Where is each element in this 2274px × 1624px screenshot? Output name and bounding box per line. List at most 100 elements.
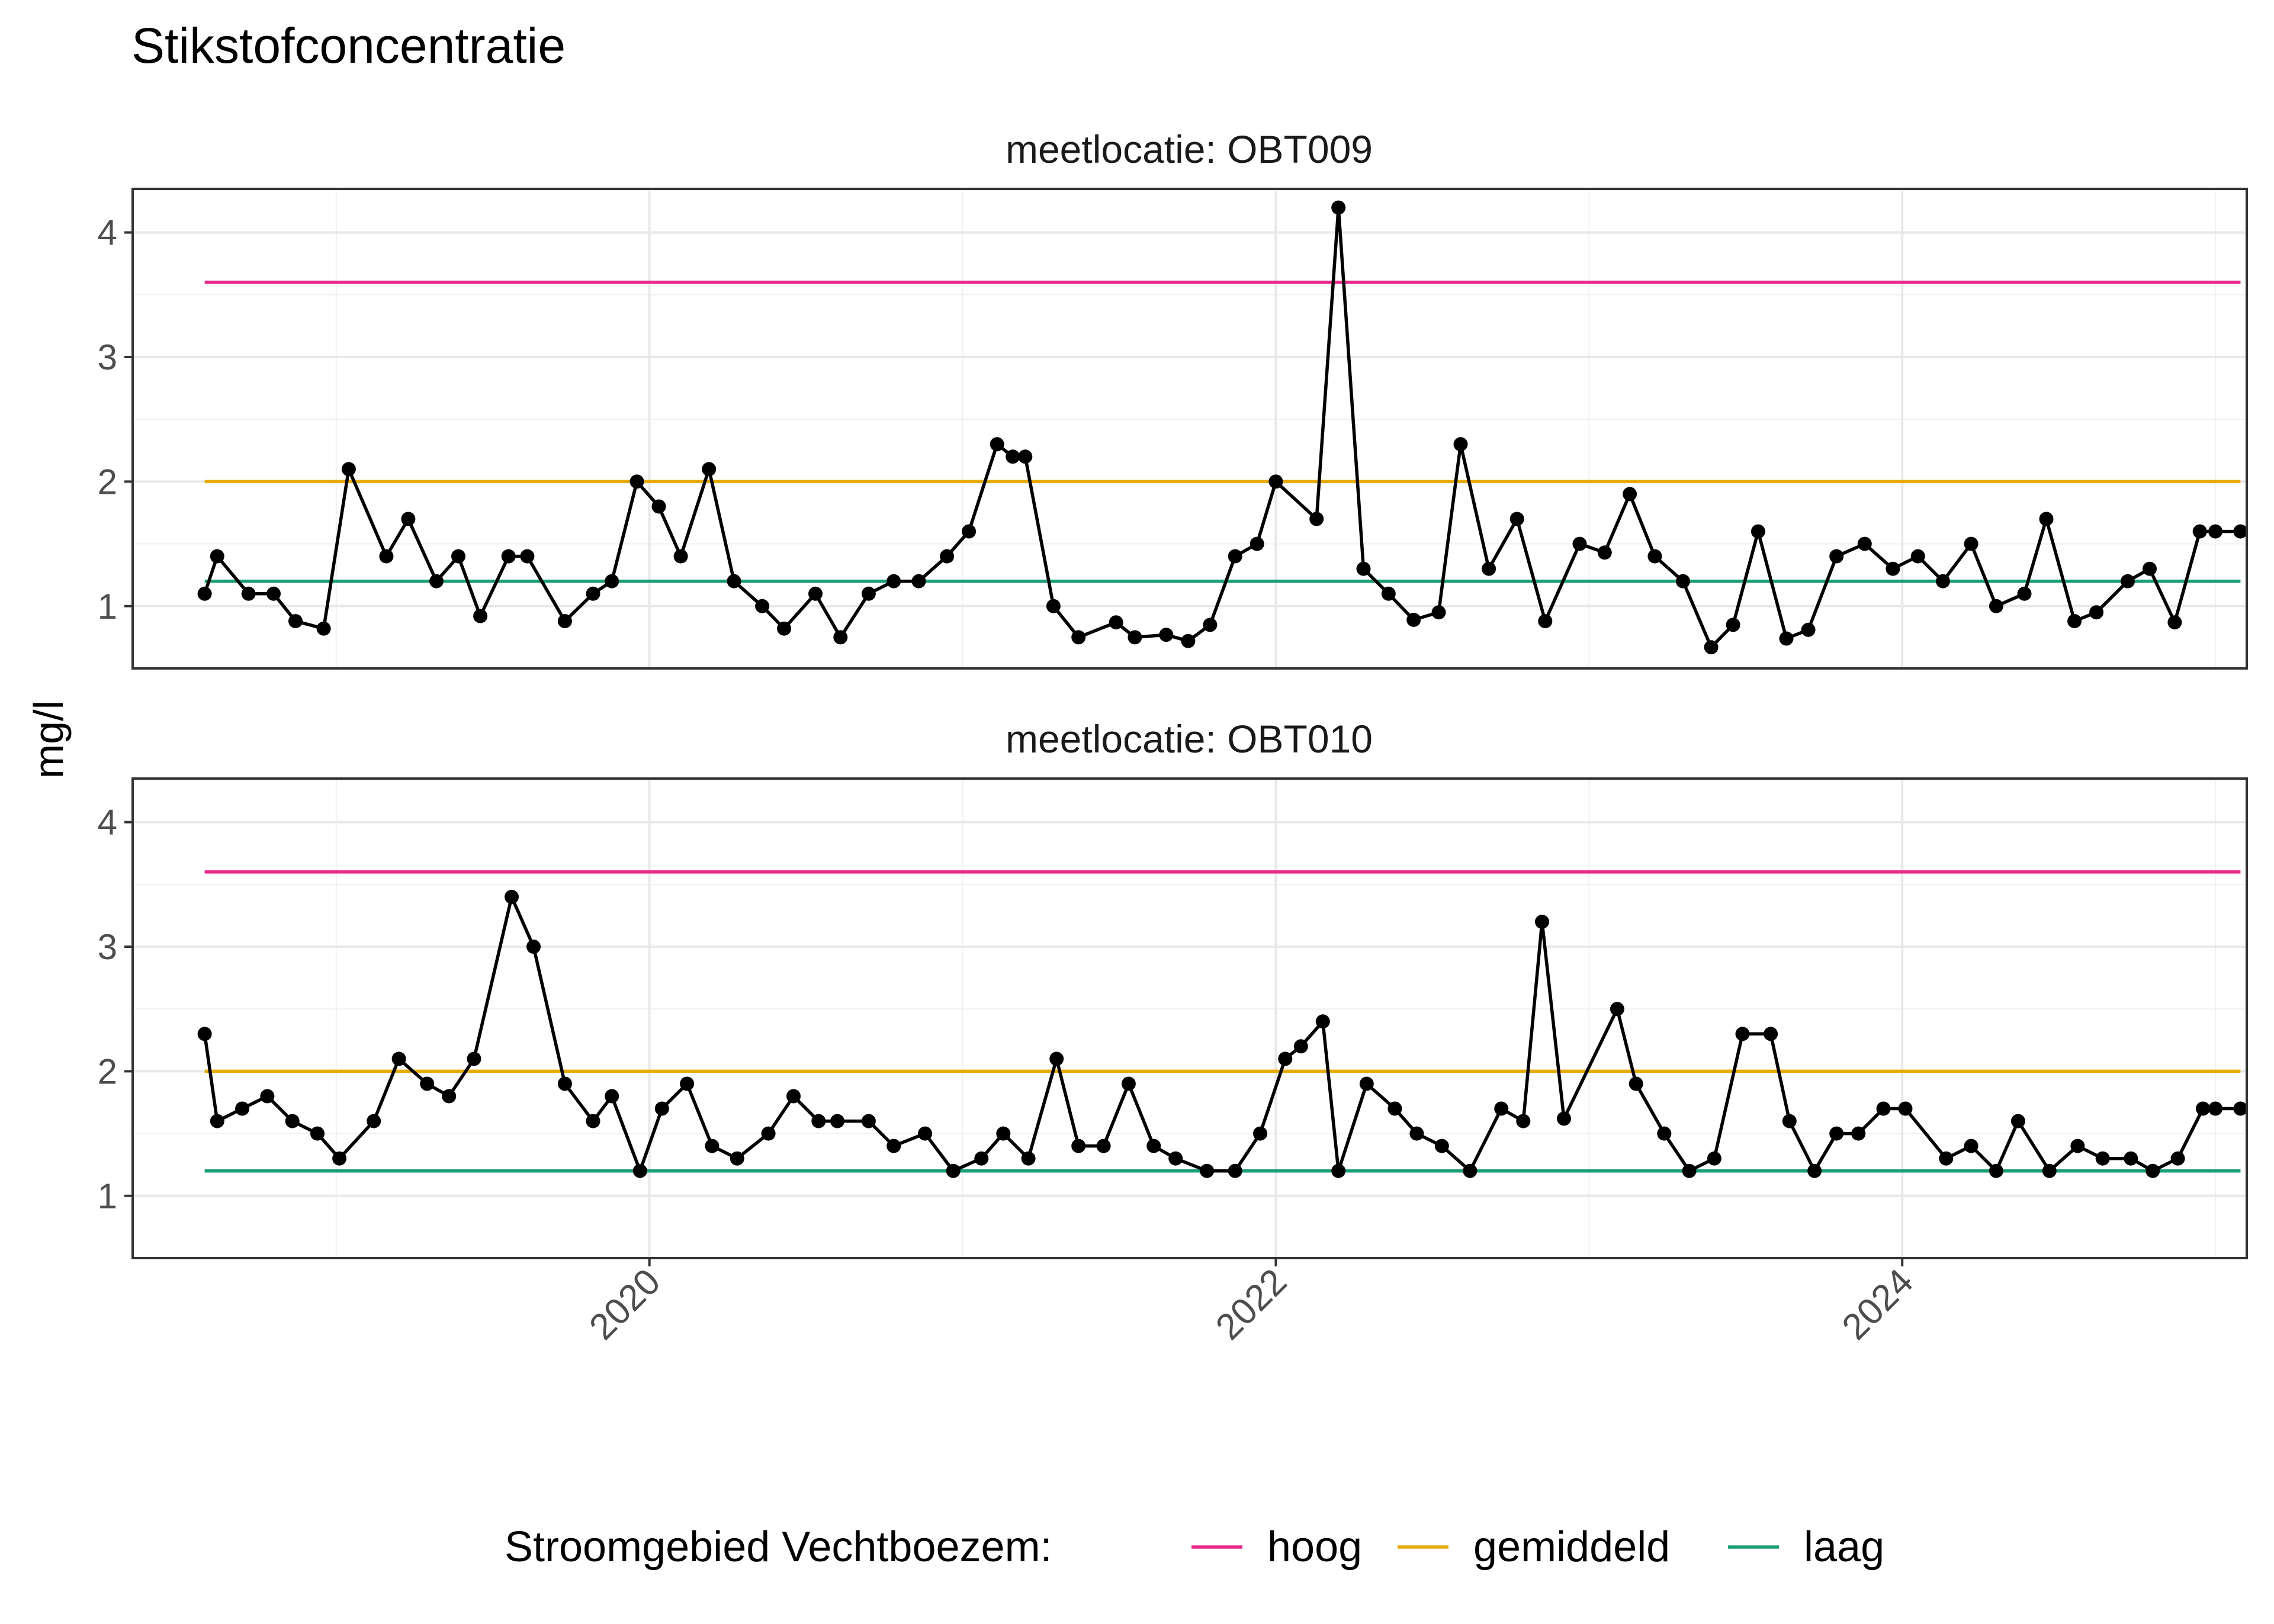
data-point: [1006, 449, 1020, 464]
legend-label-laag: laag: [1804, 1523, 1884, 1571]
data-point: [467, 1051, 481, 1066]
data-point: [2167, 615, 2182, 630]
data-point: [654, 1101, 669, 1116]
data-point: [520, 549, 535, 564]
data-point: [632, 1163, 647, 1178]
data-point: [1071, 1139, 1086, 1153]
data-point: [1071, 630, 1086, 645]
data-point: [1989, 599, 2003, 613]
data-point: [2233, 1101, 2248, 1116]
data-point: [586, 586, 600, 601]
data-point: [1278, 1051, 1293, 1066]
data-point: [1409, 1126, 1424, 1141]
data-point: [367, 1114, 381, 1128]
data-point: [197, 1027, 212, 1041]
data-point: [401, 512, 416, 526]
data-point: [241, 586, 256, 601]
data-point: [1572, 536, 1587, 551]
data-point: [808, 586, 823, 601]
data-point: [2233, 524, 2248, 539]
data-point: [1538, 614, 1553, 629]
data-point: [1359, 1076, 1374, 1091]
data-point: [2010, 1114, 2025, 1128]
data-point: [1647, 549, 1662, 564]
data-point: [1482, 561, 1496, 576]
data-point: [1434, 1139, 1449, 1153]
data-point: [1939, 1151, 1954, 1166]
data-point: [861, 1114, 876, 1128]
data-point: [260, 1089, 275, 1104]
panel-1-strip-label: meetlocatie: OBT009: [1006, 127, 1373, 171]
data-point: [1886, 561, 1900, 576]
legend-entries: hoog gemiddeld laag: [1191, 1523, 1884, 1571]
data-point: [1964, 1139, 1978, 1153]
data-point: [1801, 622, 1816, 637]
chart-title: Stikstofconcentratie: [131, 18, 566, 73]
data-point: [391, 1051, 406, 1066]
data-point: [197, 586, 212, 601]
data-point: [918, 1126, 933, 1141]
data-point: [1250, 536, 1264, 551]
data-point: [2067, 614, 2082, 629]
data-point: [1268, 474, 1283, 489]
data-point: [1203, 618, 1218, 632]
y-tick-label: 1: [98, 587, 117, 626]
panel-1-background: [133, 189, 2247, 668]
data-point: [1751, 524, 1765, 539]
data-point: [730, 1151, 744, 1166]
data-point: [830, 1114, 844, 1128]
data-point: [1851, 1126, 1866, 1141]
data-point: [1228, 1163, 1242, 1178]
data-point: [341, 462, 356, 477]
data-point: [1516, 1114, 1531, 1128]
data-point: [651, 499, 666, 514]
data-point: [1431, 605, 1446, 620]
data-point: [420, 1076, 435, 1091]
data-point: [210, 549, 224, 564]
data-point: [557, 1076, 572, 1091]
data-point: [1293, 1039, 1308, 1054]
data-point: [2124, 1151, 2138, 1166]
data-point: [1989, 1163, 2003, 1178]
data-point: [705, 1139, 720, 1153]
panel-1-border: [131, 188, 2248, 670]
data-point: [833, 630, 848, 645]
data-point: [1629, 1076, 1643, 1091]
data-point: [2089, 605, 2104, 620]
data-point: [285, 1114, 300, 1128]
panel-1: meetlocatie: OBT009 1 2 3 4: [98, 127, 2248, 670]
data-point: [1557, 1111, 1571, 1126]
panel-2-y-axis: 1 2 3 4: [98, 803, 133, 1216]
data-point: [557, 614, 572, 629]
data-point: [2121, 574, 2135, 589]
data-point: [429, 574, 444, 589]
data-point: [1463, 1163, 1478, 1178]
y-tick-label: 4: [98, 803, 117, 842]
panel-1-points: [197, 200, 2248, 655]
data-point: [332, 1151, 347, 1166]
data-point: [680, 1076, 695, 1091]
data-point: [379, 549, 394, 564]
data-point: [473, 609, 488, 623]
legend-label-hoog: hoog: [1267, 1523, 1362, 1571]
data-point: [1735, 1027, 1750, 1041]
data-point: [586, 1114, 600, 1128]
data-point: [940, 549, 955, 564]
data-point: [1657, 1126, 1672, 1141]
y-tick-label: 2: [98, 462, 117, 501]
y-tick-label: 3: [98, 927, 117, 967]
data-point: [1876, 1101, 1891, 1116]
data-point: [605, 574, 619, 589]
data-point: [442, 1089, 457, 1104]
data-point: [1964, 536, 1978, 551]
data-point: [777, 621, 792, 636]
data-point: [1829, 549, 1844, 564]
data-point: [2042, 1163, 2057, 1178]
data-point: [1159, 628, 1174, 642]
data-point: [962, 524, 977, 539]
y-tick-label: 2: [98, 1051, 117, 1091]
data-point: [887, 1139, 901, 1153]
data-point: [811, 1114, 826, 1128]
data-point: [1049, 1051, 1064, 1066]
